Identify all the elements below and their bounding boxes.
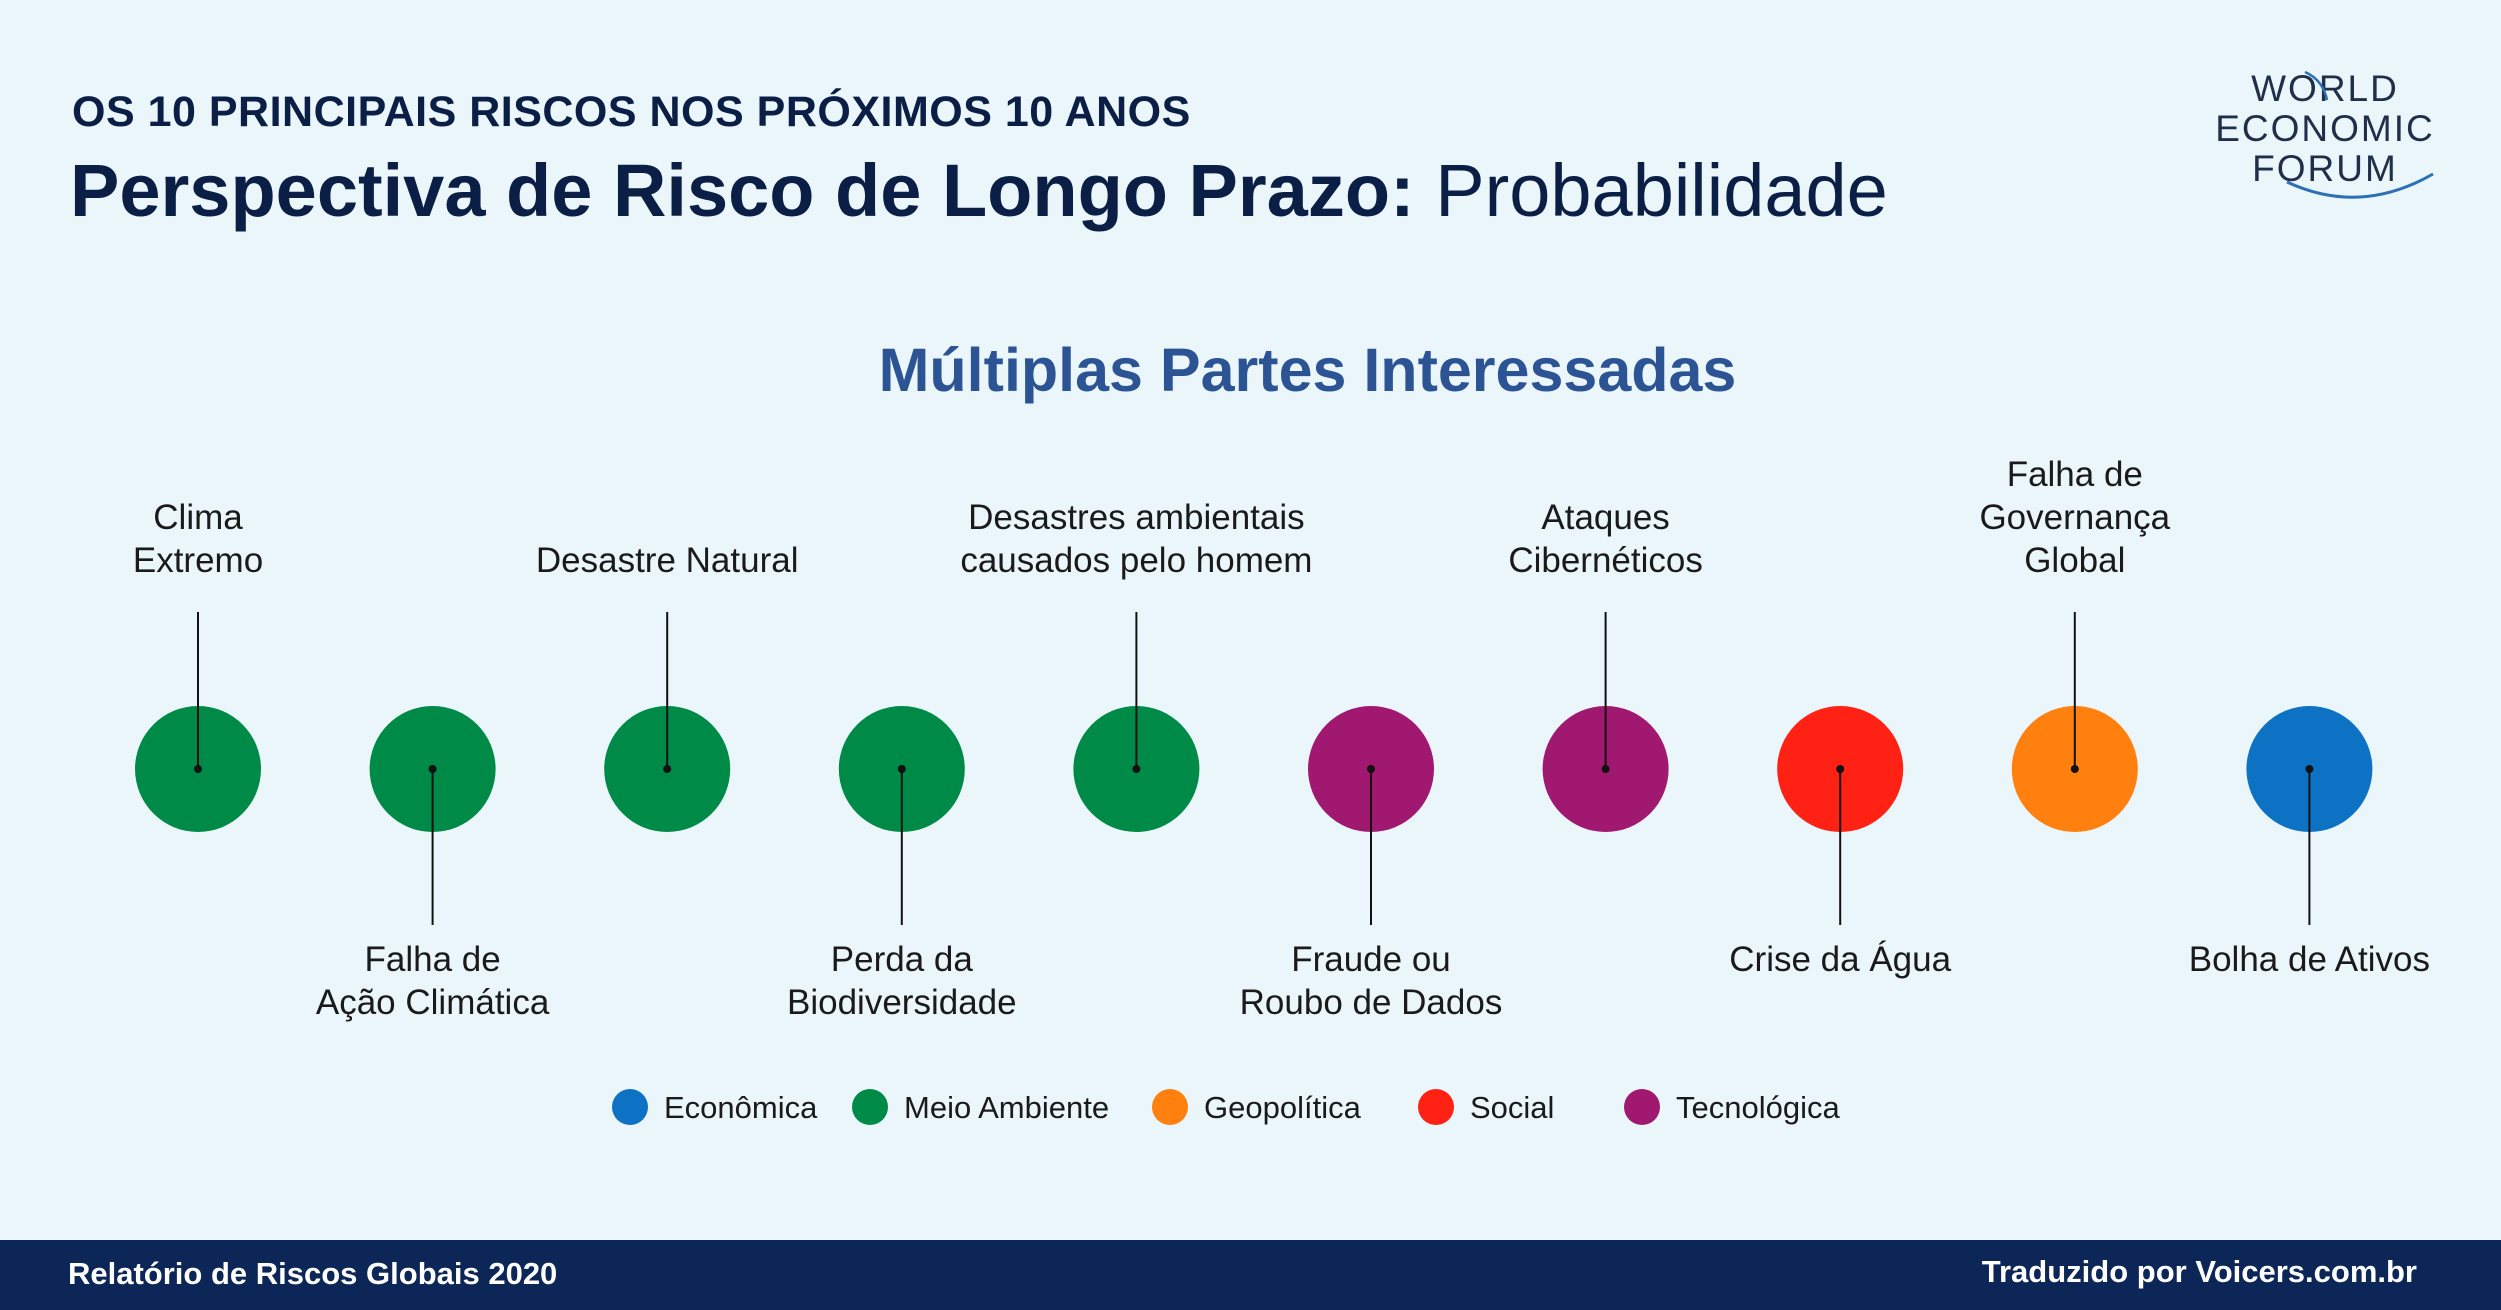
- risk-center-dot-6: [1367, 765, 1375, 773]
- risk-label-line: Extremo: [132, 541, 264, 580]
- risk-label-line: Desastres ambientais: [968, 498, 1305, 537]
- risk-label-line: Governança: [1979, 498, 2171, 537]
- risk-label-line: Bolha de Ativos: [2188, 940, 2431, 979]
- legend-label: Tecnológica: [1676, 1090, 1840, 1125]
- risk-diagram: [135, 612, 2373, 925]
- risk-center-dot-4: [897, 765, 906, 773]
- risk-center-dot-3: [663, 765, 672, 773]
- risk-label-line: Cibernéticos: [1508, 541, 1703, 580]
- page-title-regular: Probabilidade: [1435, 149, 1888, 232]
- risk-label-line: Biodiversidade: [787, 983, 1017, 1022]
- logo-line-2: ECONOMIC: [2215, 108, 2435, 149]
- legend-swatch: [852, 1089, 888, 1125]
- legend-swatch: [1418, 1089, 1454, 1125]
- risk-center-dot-8: [1836, 765, 1845, 773]
- risk-label-4: Perda da Biodiversidade: [682, 938, 1122, 1024]
- risk-label-8: Crise da Água: [1620, 938, 2060, 981]
- logo-line-3: FORUM: [2252, 148, 2398, 189]
- risk-label-line: Global: [2024, 541, 2126, 580]
- risk-label-9: Falha de Governança Global: [1855, 453, 2295, 582]
- legend-label: Social: [1470, 1090, 1555, 1125]
- risk-center-dot-9: [2070, 765, 2079, 773]
- risk-label-line: Ação Climática: [315, 983, 550, 1022]
- legend-label: Geopolítica: [1204, 1090, 1361, 1125]
- footer: Relatório de Riscos Globais 2020 Traduzi…: [0, 1240, 2501, 1310]
- world-economic-forum-logo: WORLD ECONOMIC FORUM: [2195, 66, 2455, 206]
- legend-swatch: [1152, 1089, 1188, 1125]
- risk-label-line: causados pelo homem: [960, 541, 1313, 580]
- legend-swatch: [1624, 1089, 1660, 1125]
- header-kicker: OS 10 PRINCIPAIS RISCOS NOS PRÓXIMOS 10 …: [72, 88, 1191, 136]
- risk-label-10: Bolha de Ativos: [2089, 938, 2501, 981]
- risk-label-line: Desastre Natural: [535, 541, 799, 580]
- legend-label: Econômica: [664, 1090, 818, 1125]
- page-title-bold: Perspectiva de Risco de Longo Prazo:: [70, 149, 1415, 232]
- risk-label-line: Falha de: [364, 940, 501, 979]
- risk-label-line: Perda da: [830, 940, 973, 979]
- risk-label-line: Falha de: [2006, 455, 2143, 494]
- risk-label-line: Ataques: [1541, 498, 1670, 537]
- risk-label-7: Ataques Cibernéticos: [1386, 496, 1826, 582]
- footer-report-name: Relatório de Riscos Globais 2020: [68, 1256, 558, 1291]
- risk-label-2: Falha de Ação Climática: [213, 938, 653, 1024]
- footer-credit: Traduzido por Voicers.com.br: [1981, 1254, 2417, 1289]
- risk-center-dot-7: [1601, 765, 1610, 773]
- risk-label-6: Fraude ou Roubo de Dados: [1151, 938, 1591, 1024]
- risk-center-dot-1: [194, 765, 202, 773]
- diagram-subtitle: Múltiplas Partes Interessadas: [878, 336, 1737, 404]
- legend-label: Meio Ambiente: [904, 1090, 1110, 1125]
- risk-label-1: Clima Extremo: [0, 496, 418, 582]
- risk-label-line: Fraude ou: [1291, 940, 1451, 979]
- risk-label-line: Clima: [153, 498, 243, 537]
- logo-arc-icon: [2286, 70, 2434, 199]
- risk-center-dot-2: [428, 765, 437, 773]
- page-title: Perspectiva de Risco de Longo Prazo: Pro…: [70, 148, 1888, 233]
- legend-swatch: [612, 1089, 648, 1125]
- risk-label-line: Roubo de Dados: [1239, 983, 1503, 1022]
- risk-label-5: Desastres ambientais causados pelo homem: [916, 496, 1356, 582]
- risk-label-line: Crise da Água: [1729, 940, 1952, 979]
- risk-label-3: Desastre Natural: [447, 539, 887, 582]
- risk-center-dot-5: [1132, 765, 1141, 773]
- risk-center-dot-10: [2305, 765, 2314, 773]
